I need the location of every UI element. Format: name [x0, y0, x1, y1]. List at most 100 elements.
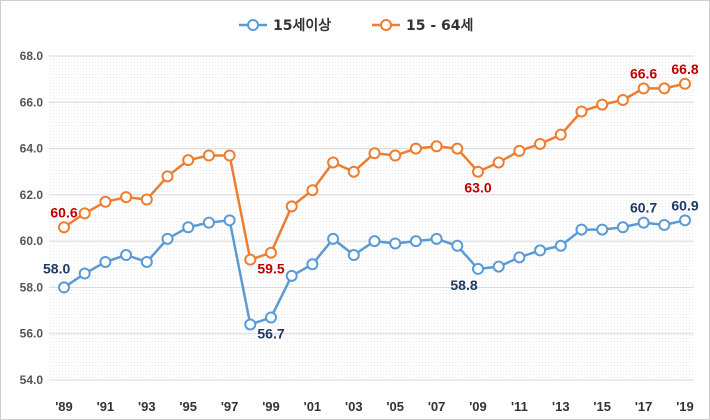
data-point[interactable] [679, 77, 691, 90]
data-point[interactable] [472, 262, 484, 275]
x-tick-label: '89 [55, 399, 73, 414]
data-point[interactable] [430, 232, 443, 245]
data-point[interactable] [58, 221, 70, 234]
data-point[interactable] [637, 82, 650, 95]
data-label: 59.5 [257, 261, 284, 277]
data-point[interactable] [451, 239, 464, 252]
data-point[interactable] [202, 216, 215, 229]
x-tick-label: '03 [345, 399, 363, 414]
data-point[interactable] [223, 214, 236, 227]
data-point[interactable] [368, 235, 381, 248]
data-point[interactable] [347, 165, 360, 178]
data-point[interactable] [327, 156, 340, 169]
x-axis: '89 '91 '93 '95 '97 '99 '01 '03 '05 '07 '09 '11 '13 '… [55, 399, 694, 414]
data-point[interactable] [327, 232, 340, 245]
data-point[interactable] [140, 255, 153, 268]
data-point[interactable] [306, 258, 319, 271]
data-point[interactable] [140, 193, 153, 206]
data-point[interactable] [430, 140, 443, 153]
data-point[interactable] [368, 147, 381, 160]
data-point[interactable] [637, 216, 650, 229]
data-label: 56.7 [257, 326, 284, 342]
y-tick-label: 58.0 [20, 280, 44, 294]
y-tick-label: 56.0 [20, 327, 44, 341]
data-point[interactable] [658, 82, 671, 95]
x-tick-label: '99 [262, 399, 280, 414]
data-point[interactable] [658, 218, 671, 231]
data-point[interactable] [120, 191, 133, 204]
data-point[interactable] [223, 149, 236, 162]
data-point[interactable] [513, 251, 526, 264]
data-point[interactable] [244, 253, 257, 266]
x-tick-label: '09 [469, 399, 487, 414]
legend: 15세이상 15 - 64세 [239, 17, 473, 34]
data-point[interactable] [161, 170, 174, 183]
data-point[interactable] [616, 93, 629, 106]
data-point[interactable] [596, 98, 609, 111]
data-point[interactable] [575, 223, 588, 236]
data-point[interactable] [78, 207, 91, 220]
x-tick-label: '93 [138, 399, 156, 414]
data-point[interactable] [78, 267, 91, 280]
data-point[interactable] [596, 223, 609, 236]
data-label: 58.8 [450, 277, 477, 293]
data-point[interactable] [202, 149, 215, 162]
data-point[interactable] [285, 269, 298, 282]
data-point[interactable] [534, 137, 547, 150]
data-point[interactable] [99, 255, 112, 268]
data-point[interactable] [616, 221, 629, 234]
data-point[interactable] [265, 246, 277, 259]
data-label: 60.9 [671, 197, 698, 213]
data-point[interactable] [99, 195, 112, 208]
data-labels: 58.0 56.7 58.8 60.7 60.9 60.6 59.5 63.0 66.6 66.8 [43, 61, 699, 342]
data-label: 63.0 [464, 180, 491, 196]
series-15-and-over [58, 214, 691, 331]
x-tick-label: '05 [386, 399, 404, 414]
data-point[interactable] [575, 105, 588, 118]
data-point[interactable] [265, 311, 277, 324]
data-point[interactable] [554, 128, 567, 141]
data-point[interactable] [534, 244, 547, 257]
x-tick-label: '11 [511, 399, 528, 414]
x-tick-label: '91 [97, 399, 115, 414]
legend-item-15-and-over[interactable]: 15세이상 [239, 17, 331, 34]
data-point[interactable] [285, 200, 298, 213]
data-point[interactable] [347, 249, 360, 262]
data-point[interactable] [182, 154, 195, 167]
data-point[interactable] [58, 281, 70, 294]
data-point[interactable] [389, 149, 402, 162]
x-tick-label: '13 [552, 399, 570, 414]
data-label: 58.0 [43, 260, 70, 276]
data-point[interactable] [409, 142, 422, 155]
legend-label: 15 - 64세 [406, 18, 473, 34]
series-15-64 [58, 77, 691, 266]
data-point[interactable] [409, 235, 422, 248]
x-tick-label: '01 [304, 399, 322, 414]
data-point[interactable] [451, 142, 464, 155]
data-point[interactable] [244, 318, 257, 331]
data-point[interactable] [492, 260, 505, 273]
data-point[interactable] [306, 184, 319, 197]
data-point[interactable] [472, 165, 484, 178]
data-point[interactable] [389, 237, 402, 250]
data-label: 60.7 [630, 200, 657, 216]
x-tick-label: '95 [179, 399, 197, 414]
y-tick-label: 54.0 [20, 373, 44, 387]
x-tick-label: '17 [635, 399, 653, 414]
data-point[interactable] [679, 214, 691, 227]
y-tick-label: 62.0 [20, 188, 44, 202]
series [58, 77, 691, 331]
y-axis: 54.0 56.0 58.0 60.0 62.0 64.0 66.0 68.0 [20, 49, 44, 387]
data-point[interactable] [554, 239, 567, 252]
x-tick-label: '15 [593, 399, 611, 414]
data-point[interactable] [182, 221, 195, 234]
data-point[interactable] [120, 249, 133, 262]
x-tick-label: '07 [428, 399, 446, 414]
legend-item-15-64[interactable]: 15 - 64세 [372, 18, 473, 34]
data-point[interactable] [161, 232, 174, 245]
y-tick-label: 64.0 [20, 142, 44, 156]
data-point[interactable] [492, 156, 505, 169]
data-point[interactable] [513, 144, 526, 157]
